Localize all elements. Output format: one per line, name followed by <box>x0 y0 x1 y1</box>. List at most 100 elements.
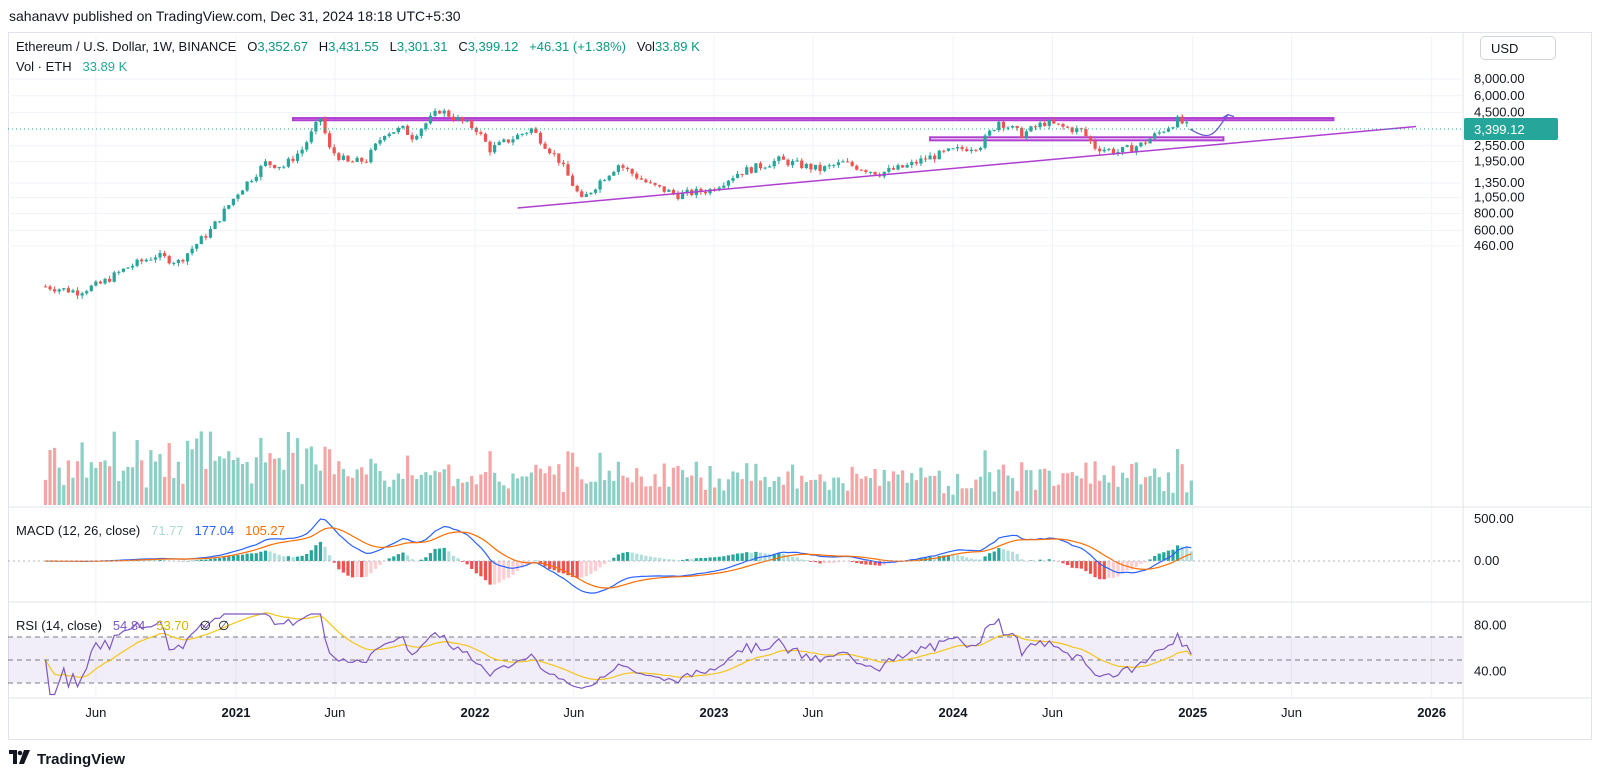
candle-body <box>213 221 217 230</box>
volume-bar <box>346 476 350 505</box>
volume-bar <box>355 469 359 505</box>
volume-bar <box>48 449 52 505</box>
candle-body <box>676 193 680 200</box>
candle-body <box>57 289 61 292</box>
rsi-legend[interactable]: RSI (14, close) 54.84 53.70 ∅ ∅ <box>16 618 230 634</box>
candle-body <box>245 181 249 191</box>
macd-label: MACD (12, 26, close) <box>16 523 141 538</box>
volume-bar <box>493 472 497 505</box>
candle-body <box>204 236 208 238</box>
macd-histogram-bar <box>552 561 556 571</box>
volume-bar <box>671 467 676 505</box>
macd-histogram-bar <box>804 560 808 561</box>
macd-histogram-bar <box>644 555 648 561</box>
candle-body <box>887 168 891 172</box>
macd-histogram-bar <box>841 561 845 562</box>
volume-bar <box>621 475 625 505</box>
macd-histogram-bar <box>965 557 969 561</box>
macd-histogram-bar <box>410 559 414 561</box>
volume-bar <box>506 488 511 505</box>
tradingview-brand[interactable]: TradingView <box>9 740 125 780</box>
volume-bar <box>442 469 446 505</box>
macd-histogram-bar <box>795 557 799 561</box>
candle-body <box>630 169 634 174</box>
candle-body <box>451 116 456 120</box>
candle-body <box>144 259 148 262</box>
macd-histogram-bar <box>502 561 506 580</box>
candle-body <box>827 165 831 167</box>
volume-bar <box>1088 483 1093 505</box>
macd-legend[interactable]: MACD (12, 26, close) 71.77 177.04 105.27 <box>16 523 285 538</box>
volume-bar <box>1006 475 1010 505</box>
currency-button[interactable]: USD <box>1480 36 1556 60</box>
volume-bar <box>419 474 423 505</box>
candle-body <box>538 132 543 144</box>
candle-body <box>1010 126 1015 128</box>
volume-legend[interactable]: Vol · ETH 33.89 K <box>16 59 127 74</box>
macd-histogram-bar <box>286 556 290 561</box>
volume-bar <box>71 477 75 505</box>
close-value: 3,399.12 <box>467 39 519 54</box>
volume-bar <box>511 473 515 505</box>
macd-histogram-bar <box>703 557 708 561</box>
volume-bar <box>263 462 268 505</box>
volume-bar <box>813 479 818 505</box>
candle-body <box>768 166 772 168</box>
volume-bar <box>754 463 758 505</box>
candle-body <box>263 161 268 166</box>
volume-bar <box>323 446 327 505</box>
macd-histogram-bar <box>653 557 657 561</box>
volume-bar <box>1153 468 1157 505</box>
macd-histogram-bar <box>790 556 795 561</box>
macd-histogram-bar <box>1010 551 1015 561</box>
candle-body <box>529 128 533 133</box>
low-value: 3,301.31 <box>396 39 448 54</box>
candle-body <box>1139 142 1143 147</box>
volume-bar <box>218 456 222 505</box>
volume-bar <box>790 464 795 505</box>
macd-histogram-bar <box>415 560 419 562</box>
macd-histogram-bar <box>332 561 336 563</box>
volume-bar <box>603 480 607 505</box>
macd-histogram-bar <box>451 555 456 561</box>
rsi-tick-label: 80.00 <box>1474 618 1507 633</box>
candle-body <box>667 189 671 192</box>
candle-body <box>80 293 84 296</box>
candle-body <box>291 158 295 161</box>
main-legend[interactable]: Ethereum / U.S. Dollar, 1W, BINANCE O3,3… <box>16 39 700 54</box>
price-tick-label: 8,000.00 <box>1474 71 1525 86</box>
candle-body <box>300 149 304 154</box>
candle-body <box>992 130 996 132</box>
candle-body <box>346 155 350 162</box>
volume-bar <box>112 431 116 505</box>
volume-bar <box>479 474 483 505</box>
candle-body <box>392 132 396 134</box>
macd-histogram-bar <box>997 548 1001 561</box>
candle-body <box>295 153 300 161</box>
macd-histogram-bar <box>208 559 213 561</box>
candle-body <box>378 140 382 144</box>
macd-histogram-bar <box>635 553 639 561</box>
candle-body <box>864 170 868 173</box>
candle-body <box>126 267 130 269</box>
macd-histogram-bar <box>1180 546 1184 561</box>
candle-body <box>1061 124 1065 127</box>
candle-body <box>570 175 575 186</box>
candle-body <box>795 160 799 162</box>
macd-histogram-bar <box>662 558 666 561</box>
macd-histogram-bar <box>745 552 749 561</box>
volume-bar <box>387 486 391 505</box>
volume-bar <box>497 481 501 505</box>
candle-body <box>355 157 359 163</box>
volume-bar <box>108 466 112 505</box>
macd-histogram-bar <box>1070 561 1074 568</box>
macd-histogram-bar <box>263 550 268 561</box>
macd-histogram-bar <box>1065 561 1070 566</box>
candle-body <box>635 173 639 179</box>
candle-body <box>589 192 593 195</box>
macd-histogram-bar <box>974 559 978 561</box>
volume-bar <box>273 458 277 505</box>
volume-bar <box>227 451 231 505</box>
volume-bar <box>401 478 405 505</box>
